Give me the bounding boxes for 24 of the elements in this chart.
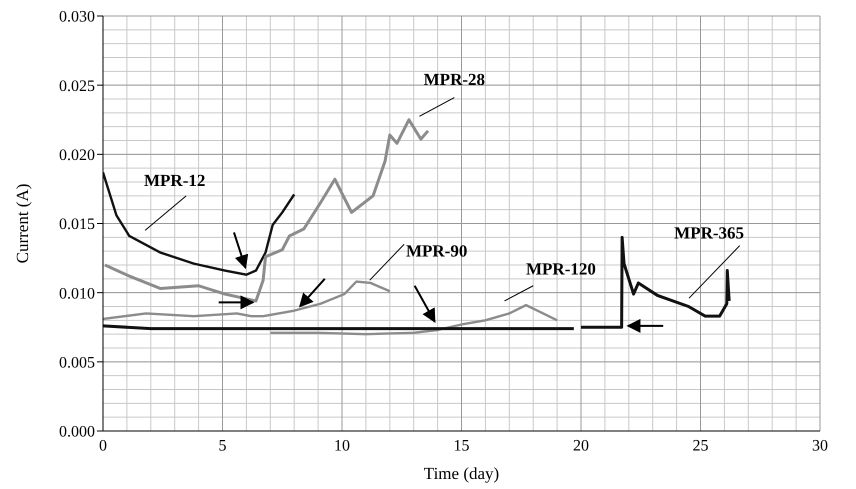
x-tick-label: 0 [99,437,107,454]
y-tick-label: 0.030 [59,8,95,26]
y-tick-label: 0.025 [59,78,95,95]
y-tick-label: 0.020 [59,147,95,164]
x-tick-label: 10 [334,437,350,454]
series-label: MPR-120 [526,259,596,278]
series-label: MPR-365 [674,223,744,242]
y-tick-label: 0.010 [59,285,95,302]
text: MPR-90 [406,241,468,260]
line-series [103,171,296,276]
line-series [269,304,558,336]
x-axis-title: Time (day) [424,464,500,483]
x-tick-label: 15 [454,437,470,454]
y-axis-title: Current (A) [13,184,32,264]
text: MPR-28 [424,70,486,89]
y-tick-label: 0.000 [59,424,95,441]
line-series [103,280,391,320]
x-tick-label: 25 [692,437,708,454]
series-label: MPR-12 [144,170,206,190]
y-tick-label: 0.005 [59,354,95,372]
x-tick-label: 20 [573,437,589,454]
y-tick-label: 0.015 [59,216,95,234]
x-tick-label: 5 [218,437,226,454]
x-tick-label: 30 [812,437,828,454]
